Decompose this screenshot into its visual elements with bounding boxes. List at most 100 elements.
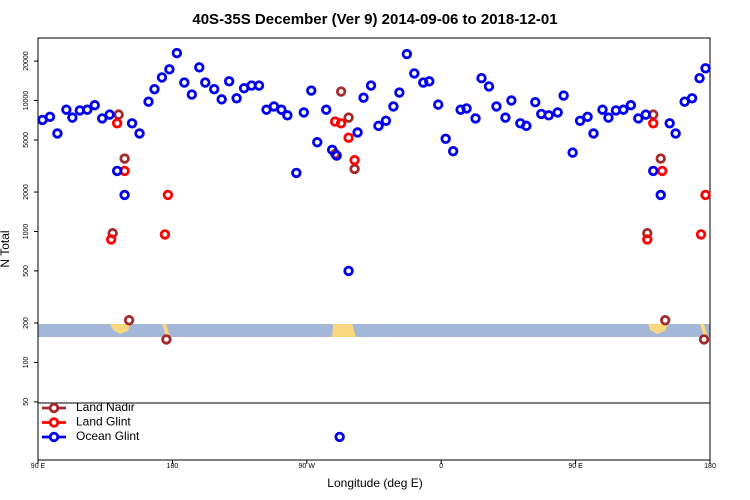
point	[597, 104, 608, 115]
point	[97, 113, 108, 124]
point	[648, 165, 659, 177]
x-tick-label: 90 E	[31, 463, 46, 470]
x-tick-label: 90 W	[299, 463, 316, 470]
point	[123, 315, 135, 326]
point	[134, 128, 145, 139]
point	[642, 228, 653, 239]
y-tick-label: 20000	[23, 51, 30, 71]
point	[164, 64, 175, 75]
point	[82, 104, 93, 115]
point	[655, 153, 666, 164]
point	[618, 104, 629, 115]
point	[149, 83, 160, 95]
x-tick-label: 180	[704, 463, 716, 470]
point	[61, 104, 72, 115]
point	[111, 118, 123, 129]
point	[700, 189, 711, 201]
point	[343, 265, 354, 277]
point	[500, 112, 511, 123]
y-tick-label: 500	[23, 265, 30, 277]
point	[582, 111, 593, 123]
point	[424, 76, 435, 87]
legend-label: Land Nadir	[76, 400, 135, 414]
point	[574, 115, 586, 126]
point	[216, 94, 227, 105]
y-tick-label: 100	[23, 357, 30, 369]
legend-label: Ocean Glint	[76, 429, 140, 443]
point	[331, 150, 342, 161]
point	[365, 80, 377, 91]
point	[67, 112, 78, 123]
point	[343, 112, 354, 123]
point	[640, 109, 651, 120]
point	[461, 103, 472, 114]
point	[282, 110, 293, 121]
point	[409, 68, 420, 79]
point	[380, 115, 392, 126]
point	[89, 100, 100, 111]
map-strip	[38, 324, 710, 337]
plot-frame	[37, 37, 711, 461]
point	[276, 104, 287, 115]
point	[349, 155, 360, 166]
y-tick-label: 2000	[23, 184, 30, 200]
point	[223, 76, 235, 87]
point	[470, 113, 481, 124]
point	[655, 189, 666, 201]
point	[335, 118, 347, 129]
point	[194, 62, 205, 73]
point	[698, 334, 710, 345]
point	[119, 189, 130, 201]
point	[343, 132, 354, 143]
point	[567, 147, 578, 158]
point	[143, 96, 154, 107]
point	[394, 87, 405, 98]
point	[588, 128, 599, 139]
x-axis-label: Longitude (deg E)	[327, 476, 422, 490]
point	[447, 146, 459, 157]
point	[670, 128, 681, 139]
chart-title: 40S-35S December (Ver 9) 2014-09-06 to 2…	[192, 11, 557, 28]
point	[530, 97, 541, 108]
point	[253, 80, 265, 91]
point	[664, 118, 675, 129]
point	[476, 72, 487, 84]
point	[694, 72, 705, 84]
y-tick-label: 200	[23, 317, 30, 329]
x-tick-label: 180	[167, 463, 179, 470]
point	[321, 104, 332, 115]
y-tick-label: 10000	[23, 91, 30, 111]
point	[179, 77, 190, 88]
point	[126, 118, 138, 129]
x-tick-label: 90 E	[568, 463, 583, 470]
point	[686, 93, 698, 104]
point	[52, 128, 63, 139]
point	[388, 101, 399, 112]
point	[642, 234, 653, 245]
point	[521, 120, 532, 132]
point	[105, 234, 117, 245]
point	[373, 120, 384, 132]
x-tick-label: 0	[439, 463, 443, 470]
point	[558, 90, 569, 101]
legend-marker	[48, 417, 60, 428]
point	[700, 63, 711, 74]
point	[44, 111, 56, 123]
point	[156, 72, 168, 83]
y-tick-label: 1000	[23, 224, 30, 240]
point	[660, 315, 671, 326]
point	[648, 118, 659, 129]
point	[418, 77, 429, 88]
point	[352, 127, 363, 138]
point	[231, 93, 242, 104]
point	[695, 229, 707, 240]
point	[633, 113, 644, 124]
legend-marker	[48, 431, 60, 443]
point	[334, 431, 345, 443]
point	[162, 189, 174, 201]
point	[298, 107, 310, 118]
legend-label: Land Glint	[76, 415, 131, 429]
point	[543, 110, 554, 121]
y-tick-label: 5000	[23, 132, 30, 148]
